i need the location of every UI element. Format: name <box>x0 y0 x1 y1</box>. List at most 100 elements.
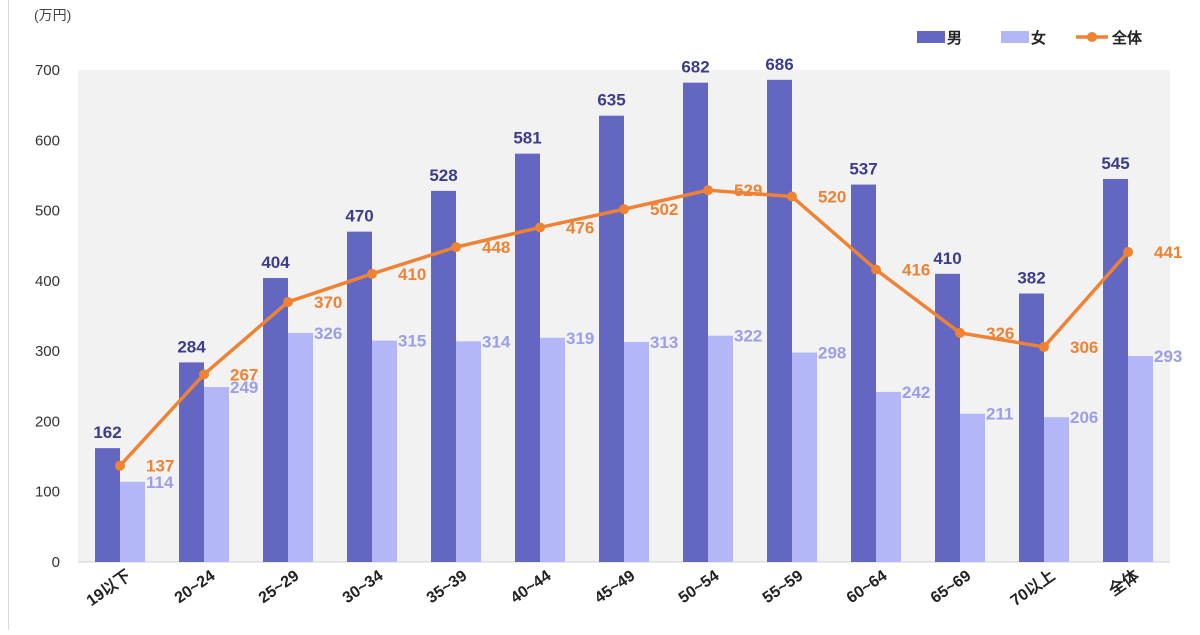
line-point <box>199 369 209 380</box>
data-label-female: 206 <box>1070 408 1098 427</box>
frame-border <box>8 0 9 630</box>
bar-female <box>792 352 817 562</box>
y-tick-label: 200 <box>35 413 60 430</box>
bar-male <box>347 231 372 562</box>
data-label-total: 137 <box>146 457 174 476</box>
data-label-female: 293 <box>1154 347 1182 366</box>
bar-female <box>540 337 565 562</box>
data-label-male: 528 <box>429 166 457 185</box>
bar-male <box>767 79 792 562</box>
data-label-female: 313 <box>650 333 678 352</box>
y-tick-label: 500 <box>35 203 60 220</box>
x-tick-label: 35~39 <box>424 567 471 607</box>
x-tick-label: 60~64 <box>844 567 891 607</box>
data-label-total: 410 <box>398 265 426 284</box>
x-tick-label: 45~49 <box>592 567 639 607</box>
data-label-total: 502 <box>650 200 678 219</box>
x-tick-label: 65~69 <box>928 567 975 607</box>
data-label-male: 382 <box>1017 269 1045 288</box>
legend-label-female: 女 <box>1031 29 1046 47</box>
data-label-female: 249 <box>230 378 258 397</box>
data-label-male: 545 <box>1101 154 1129 173</box>
y-tick-label: 0 <box>52 554 60 571</box>
line-point <box>955 327 965 338</box>
x-tick-label: 20~24 <box>172 567 219 607</box>
data-label-total: 326 <box>986 324 1014 343</box>
data-label-female: 319 <box>566 329 594 348</box>
x-tick-label: 55~59 <box>760 567 807 607</box>
y-tick-label: 400 <box>35 273 60 290</box>
legend-swatch-male <box>917 31 945 43</box>
data-label-total: 520 <box>818 188 846 207</box>
line-point <box>451 242 461 253</box>
data-label-total: 267 <box>230 365 258 384</box>
bar-female <box>120 481 145 562</box>
data-label-male: 404 <box>261 253 290 272</box>
bar-male <box>1019 293 1044 562</box>
data-label-total: 476 <box>566 218 594 237</box>
x-tick-label: 19以下 <box>83 567 134 610</box>
data-label-female: 326 <box>314 324 342 343</box>
line-point <box>115 460 125 471</box>
y-tick-label: 600 <box>35 132 60 149</box>
bar-female <box>372 340 397 562</box>
data-label-male: 410 <box>933 249 961 268</box>
data-label-total: 306 <box>1070 338 1098 357</box>
data-label-male: 470 <box>345 207 373 226</box>
bar-male <box>683 82 708 562</box>
data-label-male: 682 <box>681 58 709 77</box>
data-label-male: 635 <box>597 91 625 110</box>
y-unit-label: (万円) <box>34 7 71 23</box>
bars <box>95 79 1153 563</box>
bar-male <box>515 153 540 562</box>
line-point <box>367 268 377 279</box>
line-point <box>1123 247 1133 258</box>
bar-female <box>204 386 229 562</box>
line-point <box>1039 341 1049 352</box>
line-point <box>871 264 881 275</box>
data-label-female: 242 <box>902 383 930 402</box>
line-series <box>115 185 1133 471</box>
data-label-total: 416 <box>902 261 930 280</box>
data-label-female: 315 <box>398 332 426 351</box>
line-point <box>787 191 797 202</box>
y-tick-label: 100 <box>35 484 60 501</box>
x-tick-label: 全体 <box>1104 565 1143 600</box>
data-label-total: 529 <box>734 181 762 200</box>
data-label-male: 162 <box>93 423 121 442</box>
legend: 男 女 全体 <box>917 29 1143 47</box>
x-tick-label: 25~29 <box>256 567 303 607</box>
y-tick-label: 300 <box>35 343 60 360</box>
bar-female <box>288 332 313 562</box>
data-label-female: 211 <box>986 405 1013 424</box>
x-tick-label: 40~44 <box>508 567 555 607</box>
bar-female <box>1044 417 1069 562</box>
data-label-total: 448 <box>482 238 510 257</box>
data-label-female: 322 <box>734 327 762 346</box>
line-point <box>283 296 293 307</box>
bar-female <box>456 341 481 562</box>
bar-female <box>876 391 901 562</box>
bar-female <box>960 413 985 562</box>
line-point <box>703 185 713 196</box>
x-tick-label: 50~54 <box>676 567 723 607</box>
legend-label-total: 全体 <box>1111 29 1143 47</box>
bar-male <box>599 115 624 562</box>
line-point <box>619 204 629 215</box>
data-label-total: 441 <box>1154 243 1182 262</box>
data-label-male: 284 <box>177 337 206 356</box>
data-label-male: 686 <box>765 55 793 74</box>
x-axis: 19以下 20~24 25~29 30~34 35~39 40~44 45~49 50~54 5… <box>83 565 1143 610</box>
bar-male <box>1103 178 1128 562</box>
data-label-male: 581 <box>513 129 541 148</box>
bar-female <box>708 335 733 562</box>
x-tick-label: 30~34 <box>340 567 387 607</box>
bar-female <box>624 342 649 562</box>
data-label-male: 537 <box>849 160 877 179</box>
bar-male <box>263 278 288 562</box>
data-label-total: 370 <box>314 293 342 312</box>
data-label-female: 114 <box>146 473 174 492</box>
data-label-female: 298 <box>818 344 846 363</box>
